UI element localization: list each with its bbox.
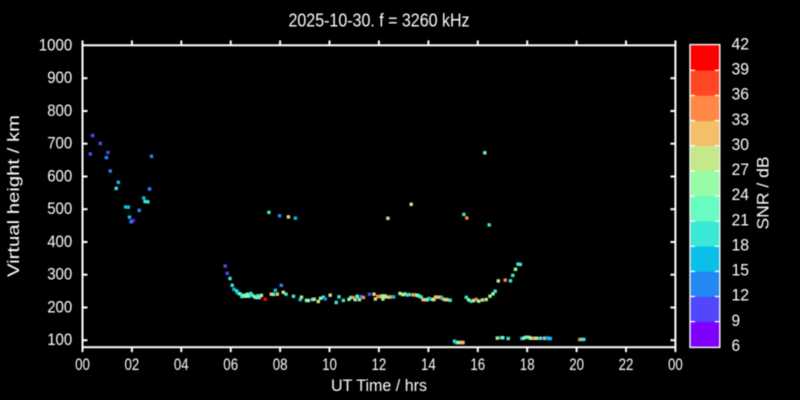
svg-text:00: 00 (668, 355, 683, 374)
svg-text:15: 15 (732, 261, 750, 280)
svg-text:18: 18 (520, 355, 535, 374)
svg-text:700: 700 (47, 134, 72, 153)
svg-text:300: 300 (47, 265, 72, 284)
svg-text:SNR / dB: SNR / dB (754, 157, 773, 230)
svg-text:12: 12 (372, 355, 387, 374)
svg-text:02: 02 (125, 355, 140, 374)
svg-text:00: 00 (75, 355, 90, 374)
svg-text:9: 9 (732, 311, 741, 330)
svg-text:20: 20 (569, 355, 584, 374)
svg-text:39: 39 (732, 60, 750, 79)
svg-text:6: 6 (732, 336, 741, 355)
svg-text:10: 10 (322, 355, 337, 374)
svg-text:27: 27 (732, 160, 750, 179)
svg-text:36: 36 (732, 85, 750, 104)
svg-text:900: 900 (47, 68, 72, 87)
svg-text:800: 800 (47, 101, 72, 120)
svg-text:400: 400 (47, 232, 72, 251)
svg-text:04: 04 (174, 355, 189, 374)
svg-text:08: 08 (273, 355, 288, 374)
svg-text:14: 14 (421, 355, 436, 374)
svg-text:600: 600 (47, 167, 72, 186)
svg-text:24: 24 (732, 185, 750, 204)
svg-text:200: 200 (47, 298, 72, 317)
svg-text:Virtual height / km: Virtual height / km (4, 115, 23, 277)
svg-text:UT Time / hrs: UT Time / hrs (331, 376, 427, 395)
svg-text:2025-10-30. f = 3260 kHz: 2025-10-30. f = 3260 kHz (289, 10, 470, 31)
svg-text:06: 06 (223, 355, 238, 374)
svg-text:16: 16 (470, 355, 485, 374)
svg-text:42: 42 (732, 34, 750, 53)
svg-text:12: 12 (732, 286, 750, 305)
svg-text:1000: 1000 (39, 36, 73, 55)
svg-text:500: 500 (47, 199, 72, 218)
svg-text:21: 21 (732, 210, 750, 229)
svg-text:100: 100 (47, 330, 72, 349)
svg-text:18: 18 (732, 236, 750, 255)
svg-text:22: 22 (619, 355, 634, 374)
svg-text:30: 30 (732, 135, 750, 154)
svg-text:33: 33 (732, 110, 750, 129)
